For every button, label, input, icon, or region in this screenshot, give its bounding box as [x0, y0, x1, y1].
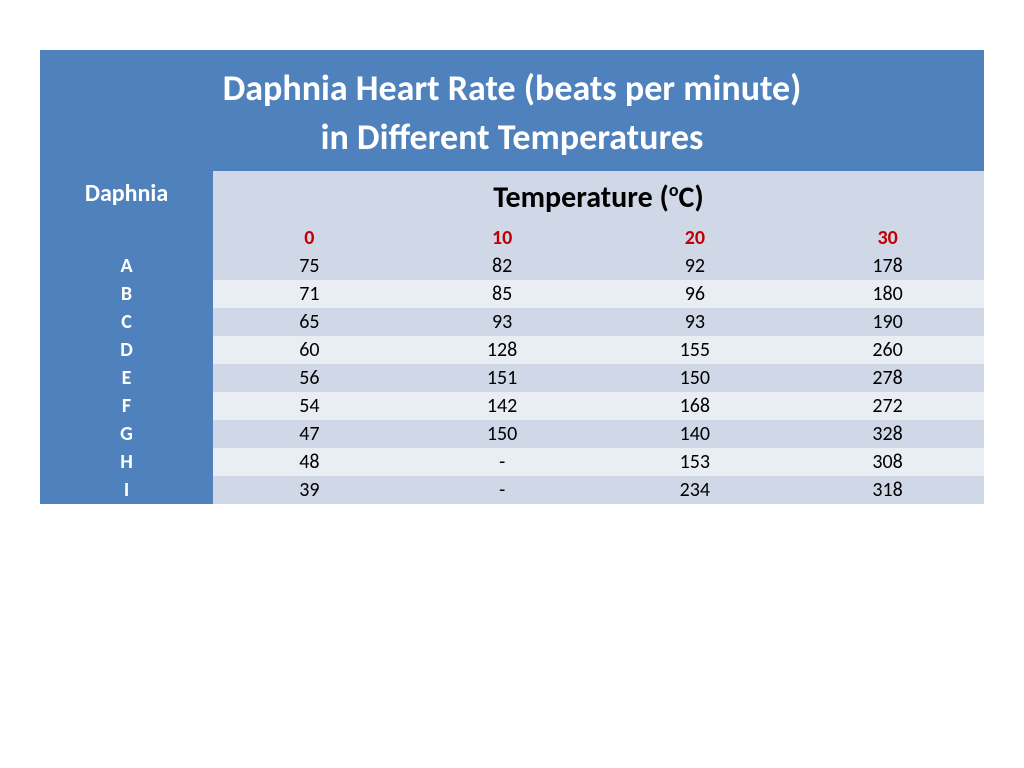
data-cell: 47: [213, 420, 406, 448]
data-cell: 60: [213, 336, 406, 364]
title-line-1: Daphnia Heart Rate (beats per minute): [40, 64, 984, 113]
data-cell: 272: [791, 392, 984, 420]
data-cell: 56: [213, 364, 406, 392]
data-cell: 92: [599, 252, 792, 280]
data-cell: 278: [791, 364, 984, 392]
table-row: I39-234318: [40, 476, 984, 504]
temp-col-header: 10: [406, 224, 599, 252]
data-cell: 39: [213, 476, 406, 504]
temp-col-header: 20: [599, 224, 792, 252]
data-cell: -: [406, 448, 599, 476]
data-cell: -: [406, 476, 599, 504]
data-cell: 151: [406, 364, 599, 392]
row-label: C: [40, 308, 213, 336]
temp-suffix: C): [679, 179, 704, 216]
data-cell: 180: [791, 280, 984, 308]
data-cell: 308: [791, 448, 984, 476]
row-label: D: [40, 336, 213, 364]
row-label: A: [40, 252, 213, 280]
slide-container: Daphnia Heart Rate (beats per minute) in…: [0, 0, 1024, 504]
table-row: C659393190: [40, 308, 984, 336]
data-cell: 155: [599, 336, 792, 364]
temp-prefix: Temperature (: [493, 179, 669, 216]
temp-sup: o: [669, 179, 679, 201]
data-table: Daphnia Temperature (oC) 0102030 A758292…: [40, 171, 984, 504]
data-cell: 318: [791, 476, 984, 504]
data-cell: 128: [406, 336, 599, 364]
table-row: D60128155260: [40, 336, 984, 364]
row-header-label: Daphnia: [40, 171, 213, 252]
row-label: B: [40, 280, 213, 308]
table-row: F54142168272: [40, 392, 984, 420]
data-cell: 150: [599, 364, 792, 392]
data-cell: 168: [599, 392, 792, 420]
table-row: H48-153308: [40, 448, 984, 476]
title-line-2: in Different Temperatures: [40, 113, 984, 162]
data-cell: 65: [213, 308, 406, 336]
table-row: A758292178: [40, 252, 984, 280]
data-cell: 96: [599, 280, 792, 308]
data-cell: 75: [213, 252, 406, 280]
slide-title: Daphnia Heart Rate (beats per minute) in…: [40, 50, 984, 171]
data-cell: 93: [406, 308, 599, 336]
data-cell: 234: [599, 476, 792, 504]
temperature-header: Temperature (oC): [213, 171, 984, 224]
data-cell: 190: [791, 308, 984, 336]
data-cell: 48: [213, 448, 406, 476]
data-cell: 153: [599, 448, 792, 476]
table-row: B718596180: [40, 280, 984, 308]
data-cell: 85: [406, 280, 599, 308]
data-cell: 82: [406, 252, 599, 280]
header-row-1: Daphnia Temperature (oC): [40, 171, 984, 224]
row-label: E: [40, 364, 213, 392]
row-label: H: [40, 448, 213, 476]
row-label: F: [40, 392, 213, 420]
temp-col-header: 30: [791, 224, 984, 252]
data-cell: 142: [406, 392, 599, 420]
data-cell: 178: [791, 252, 984, 280]
temp-col-header: 0: [213, 224, 406, 252]
data-cell: 93: [599, 308, 792, 336]
table-row: G47150140328: [40, 420, 984, 448]
data-cell: 71: [213, 280, 406, 308]
table-row: E56151150278: [40, 364, 984, 392]
row-label: G: [40, 420, 213, 448]
table-body: A758292178B718596180C659393190D601281552…: [40, 252, 984, 504]
data-cell: 150: [406, 420, 599, 448]
data-cell: 328: [791, 420, 984, 448]
data-cell: 140: [599, 420, 792, 448]
data-cell: 260: [791, 336, 984, 364]
row-label: I: [40, 476, 213, 504]
data-cell: 54: [213, 392, 406, 420]
